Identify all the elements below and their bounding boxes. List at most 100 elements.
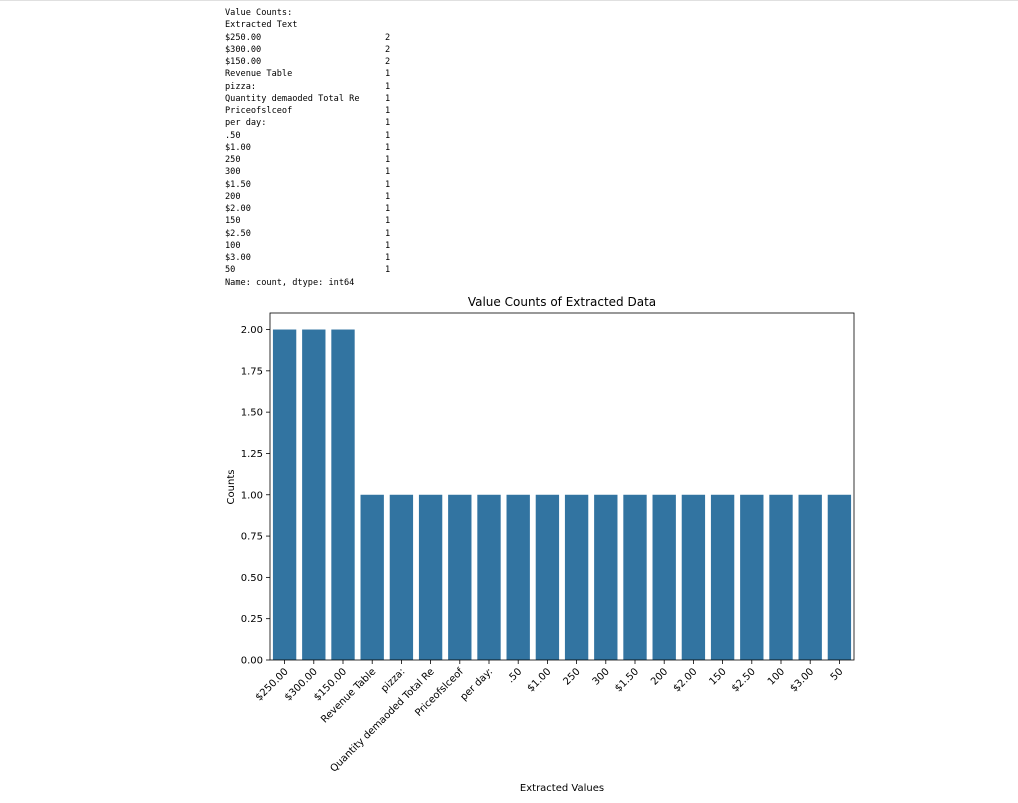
output-row-key: 200 [225, 191, 241, 202]
output-row: 200 1 [225, 191, 390, 203]
output-row: $150.00 2 [225, 56, 390, 68]
output-row: per day: 1 [225, 117, 390, 129]
output-index-name: Extracted Text [225, 20, 298, 31]
output-row-count: 1 [385, 155, 391, 165]
x-tick-label: $1.50 [613, 666, 641, 694]
x-tick-label: pizza: [379, 666, 407, 694]
bar [564, 494, 589, 660]
x-tick-label: 150 [707, 666, 728, 687]
output-row: $1.00 1 [225, 142, 390, 154]
output-row-count: 1 [385, 179, 391, 190]
output-row: 50 1 [225, 264, 390, 276]
y-tick-label: 1.00 [241, 490, 263, 501]
output-row-key: per day: [225, 118, 267, 129]
y-tick-label: 1.25 [241, 449, 263, 460]
output-row-key: 150 [225, 216, 241, 227]
output-row-count: 1 [385, 106, 391, 116]
bar [477, 494, 501, 660]
output-row-count: 1 [385, 130, 391, 141]
output-row-key: $2.00 [225, 204, 251, 214]
bar [652, 494, 676, 660]
y-axis-label: Counts [226, 470, 237, 505]
output-row-count: 2 [385, 32, 391, 43]
x-tick-label: 50 [829, 666, 846, 683]
y-tick-label: 1.50 [241, 408, 263, 419]
plot-frame [269, 312, 855, 661]
bar [594, 494, 618, 660]
output-row: Priceofslceof 1 [225, 105, 390, 117]
y-tick-label: 0.50 [241, 573, 263, 584]
output-row: Quantity demaoded Total Re 1 [225, 93, 390, 105]
output-row-key: Revenue Table [225, 69, 293, 80]
x-tick-label: 250 [561, 666, 582, 687]
x-axis-label: Extracted Values [520, 783, 604, 794]
output-row-key: $300.00 [225, 44, 262, 55]
output-row-count: 1 [385, 253, 391, 263]
cell-divider [0, 0, 1018, 1]
output-row-count: 1 [385, 228, 391, 239]
output-row: .50 1 [225, 130, 390, 142]
output-row: $300.00 2 [225, 44, 390, 56]
output-row-count: 1 [385, 265, 391, 276]
x-tick-label: 300 [591, 666, 612, 687]
output-row-count: 1 [385, 81, 391, 92]
output-row-count: 1 [385, 93, 391, 104]
y-tick-label: 1.75 [241, 366, 263, 377]
value-counts-output: Value Counts: Extracted Text $250.00 2 $30… [225, 7, 390, 289]
output-row: 300 1 [225, 166, 390, 178]
output-row-count: 1 [385, 240, 391, 251]
output-header: Value Counts: [225, 8, 293, 18]
x-tick-label: per day: [458, 666, 495, 703]
bar [448, 494, 472, 660]
output-rows: $250.00 2 $300.00 2 $150.00 2 Revenue Table 1 pi… [225, 32, 390, 277]
x-tick-label: $2.00 [671, 666, 699, 694]
bar [331, 329, 355, 660]
bar [535, 494, 560, 660]
output-row: $1.50 1 [225, 179, 390, 191]
output-row-count: 1 [385, 191, 391, 202]
output-row-key: Quantity demaoded Total Re [225, 93, 360, 104]
output-row: pizza: 1 [225, 81, 390, 93]
output-row-key: $2.50 [225, 228, 251, 239]
output-row-count: 1 [385, 118, 391, 129]
output-row-count: 1 [385, 216, 391, 227]
output-row: $2.00 1 [225, 203, 390, 215]
output-row-key: 250 [225, 155, 241, 165]
output-row-key: Priceofslceof [225, 106, 293, 116]
bar [302, 329, 326, 660]
output-row-key: 50 [225, 265, 236, 276]
output-footer: Name: count, dtype: int64 [225, 277, 355, 288]
output-row-count: 2 [385, 44, 391, 55]
output-row: $250.00 2 [225, 32, 390, 44]
x-tick-label: 100 [766, 666, 787, 687]
output-row-key: $3.00 [225, 253, 251, 263]
bars-group [272, 329, 852, 660]
output-row: 100 1 [225, 240, 390, 252]
bar [623, 494, 647, 660]
x-tick-label: $2.50 [730, 666, 758, 694]
output-row: 150 1 [225, 215, 390, 227]
output-row-count: 1 [385, 69, 391, 80]
output-row: 250 1 [225, 154, 390, 166]
y-tick-label: 0.75 [241, 532, 263, 543]
bar [272, 329, 297, 660]
output-row: $3.00 1 [225, 252, 390, 264]
output-row-key: $250.00 [225, 32, 262, 43]
bar [389, 494, 414, 660]
output-row-key: 100 [225, 240, 241, 251]
bar [769, 494, 793, 660]
bar [506, 494, 530, 660]
output-row-key: pizza: [225, 81, 257, 92]
output-row-count: 1 [385, 142, 391, 153]
bar [798, 494, 822, 660]
x-tick-label: 200 [649, 666, 670, 687]
output-row: $2.50 1 [225, 228, 390, 240]
x-tick-label: $3.00 [788, 666, 816, 694]
x-tick-label: $1.00 [525, 666, 553, 694]
chart-title: Value Counts of Extracted Data [468, 295, 656, 309]
output-row-count: 1 [385, 167, 391, 178]
bar [710, 494, 735, 660]
output-row: Revenue Table 1 [225, 68, 390, 80]
